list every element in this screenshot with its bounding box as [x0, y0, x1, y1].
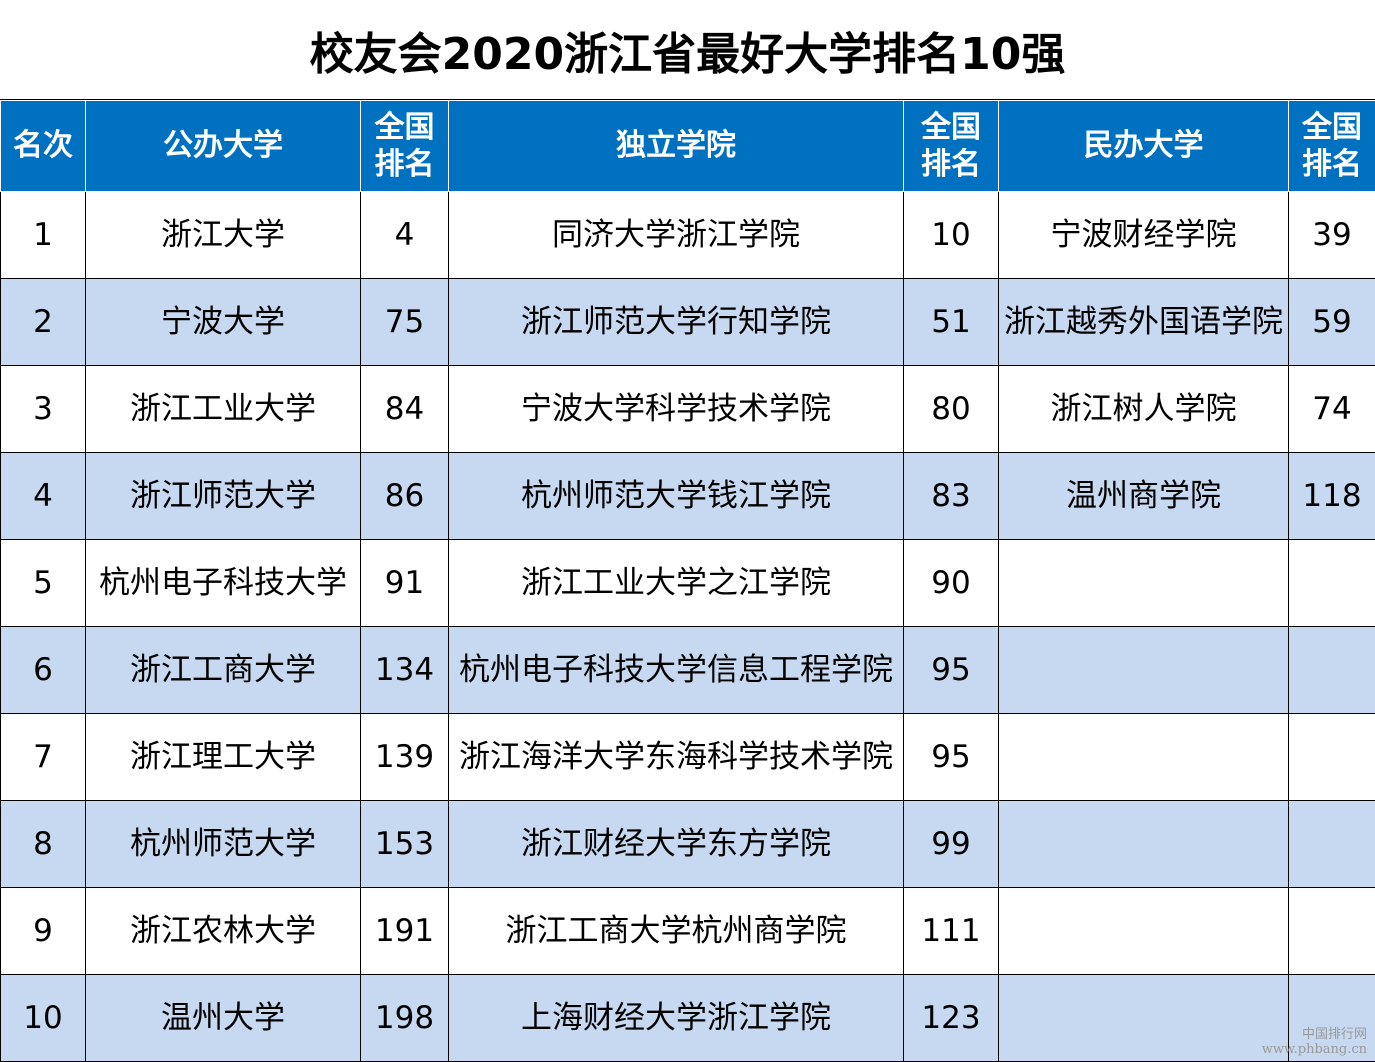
table-row: 3 浙江工业大学 84 宁波大学科学技术学院 80 浙江树人学院 74 [0, 365, 1375, 453]
table-row: 9 浙江农林大学 191 浙江工商大学杭州商学院 111 [0, 887, 1375, 975]
header-independent-rank: 全国 排名 [903, 100, 999, 192]
cell-private-rank [1288, 974, 1375, 1062]
cell-rank: 4 [0, 452, 86, 540]
cell-rank: 6 [0, 626, 86, 714]
cell-private: 宁波财经学院 [998, 191, 1289, 279]
table-row: 1 浙江大学 4 同济大学浙江学院 10 宁波财经学院 39 [0, 191, 1375, 279]
header-independent: 独立学院 [448, 100, 904, 192]
ranking-table: 名次 公办大学 全国 排名 独立学院 全国 排名 民办大学 全国 排名 1 浙江大… [0, 100, 1375, 1062]
cell-private-rank: 74 [1288, 365, 1375, 453]
cell-rank: 9 [0, 887, 86, 975]
cell-independent: 浙江财经大学东方学院 [448, 800, 904, 888]
watermark: 中国排行网 www.phbang.cn [1262, 1027, 1367, 1058]
cell-rank: 1 [0, 191, 86, 279]
cell-independent-rank: 10 [903, 191, 999, 279]
cell-public: 浙江师范大学 [85, 452, 361, 540]
cell-rank: 7 [0, 713, 86, 801]
table-row: 8 杭州师范大学 153 浙江财经大学东方学院 99 [0, 800, 1375, 888]
cell-independent: 杭州师范大学钱江学院 [448, 452, 904, 540]
cell-public: 浙江工业大学 [85, 365, 361, 453]
cell-private: 浙江越秀外国语学院 [998, 278, 1289, 366]
cell-private-rank [1288, 626, 1375, 714]
cell-private-rank [1288, 539, 1375, 627]
cell-private-rank [1288, 713, 1375, 801]
cell-independent: 浙江工业大学之江学院 [448, 539, 904, 627]
cell-public-rank: 4 [360, 191, 449, 279]
cell-public: 杭州师范大学 [85, 800, 361, 888]
cell-independent-rank: 123 [903, 974, 999, 1062]
cell-rank: 3 [0, 365, 86, 453]
cell-independent-rank: 95 [903, 713, 999, 801]
table-row: 2 宁波大学 75 浙江师范大学行知学院 51 浙江越秀外国语学院 59 [0, 278, 1375, 366]
watermark-line2: www.phbang.cn [1261, 1042, 1367, 1058]
table-row: 6 浙江工商大学 134 杭州电子科技大学信息工程学院 95 [0, 626, 1375, 714]
table-header-row: 名次 公办大学 全国 排名 独立学院 全国 排名 民办大学 全国 排名 [0, 100, 1375, 192]
cell-public-rank: 91 [360, 539, 449, 627]
header-independent-rank-line2: 排名 [921, 147, 981, 182]
cell-independent-rank: 80 [903, 365, 999, 453]
watermark-line1: 中国排行网 [1301, 1026, 1367, 1042]
cell-private-rank [1288, 800, 1375, 888]
cell-independent: 杭州电子科技大学信息工程学院 [448, 626, 904, 714]
cell-public-rank: 75 [360, 278, 449, 366]
header-public-rank-line2: 排名 [374, 147, 435, 182]
cell-public-rank: 153 [360, 800, 449, 888]
cell-public: 温州大学 [85, 974, 361, 1062]
cell-public: 宁波大学 [85, 278, 361, 366]
cell-public: 浙江农林大学 [85, 887, 361, 975]
cell-public-rank: 86 [360, 452, 449, 540]
cell-private-rank: 59 [1288, 278, 1375, 366]
cell-private-rank: 39 [1288, 191, 1375, 279]
cell-public-rank: 84 [360, 365, 449, 453]
table-row: 5 杭州电子科技大学 91 浙江工业大学之江学院 90 [0, 539, 1375, 627]
cell-private [998, 974, 1289, 1062]
cell-private: 浙江树人学院 [998, 365, 1289, 453]
cell-private-rank: 118 [1288, 452, 1375, 540]
table-row: 10 温州大学 198 上海财经大学浙江学院 123 [0, 974, 1375, 1062]
cell-private [998, 626, 1289, 714]
header-private-rank-line1: 全国 [1302, 109, 1362, 145]
cell-private [998, 713, 1289, 801]
cell-rank: 5 [0, 539, 86, 627]
cell-independent: 浙江师范大学行知学院 [448, 278, 904, 366]
header-public-rank: 全国 排名 [360, 100, 449, 192]
page-title: 校友会2020浙江省最好大学排名10强 [0, 0, 1375, 100]
header-rank: 名次 [0, 100, 86, 192]
cell-public: 浙江大学 [85, 191, 361, 279]
cell-independent-rank: 90 [903, 539, 999, 627]
cell-public-rank: 198 [360, 974, 449, 1062]
cell-rank: 2 [0, 278, 86, 366]
header-private-rank-line2: 排名 [1302, 147, 1362, 182]
cell-rank: 8 [0, 800, 86, 888]
cell-rank: 10 [0, 974, 86, 1062]
cell-independent: 上海财经大学浙江学院 [448, 974, 904, 1062]
cell-independent: 宁波大学科学技术学院 [448, 365, 904, 453]
cell-public: 杭州电子科技大学 [85, 539, 361, 627]
cell-independent-rank: 95 [903, 626, 999, 714]
cell-independent-rank: 83 [903, 452, 999, 540]
cell-private-rank [1288, 887, 1375, 975]
cell-independent-rank: 99 [903, 800, 999, 888]
header-private: 民办大学 [998, 100, 1289, 192]
header-private-rank: 全国 排名 [1288, 100, 1375, 192]
header-public: 公办大学 [85, 100, 361, 192]
cell-public-rank: 134 [360, 626, 449, 714]
cell-independent: 浙江工商大学杭州商学院 [448, 887, 904, 975]
cell-private: 温州商学院 [998, 452, 1289, 540]
cell-independent-rank: 51 [903, 278, 999, 366]
cell-public: 浙江工商大学 [85, 626, 361, 714]
cell-public: 浙江理工大学 [85, 713, 361, 801]
cell-private [998, 800, 1289, 888]
cell-independent-rank: 111 [903, 887, 999, 975]
header-independent-rank-line1: 全国 [921, 109, 981, 145]
cell-independent: 同济大学浙江学院 [448, 191, 904, 279]
cell-private [998, 887, 1289, 975]
header-public-rank-line1: 全国 [374, 109, 435, 145]
table-row: 4 浙江师范大学 86 杭州师范大学钱江学院 83 温州商学院 118 [0, 452, 1375, 540]
cell-private [998, 539, 1289, 627]
cell-public-rank: 191 [360, 887, 449, 975]
cell-public-rank: 139 [360, 713, 449, 801]
table-row: 7 浙江理工大学 139 浙江海洋大学东海科学技术学院 95 [0, 713, 1375, 801]
cell-independent: 浙江海洋大学东海科学技术学院 [448, 713, 904, 801]
